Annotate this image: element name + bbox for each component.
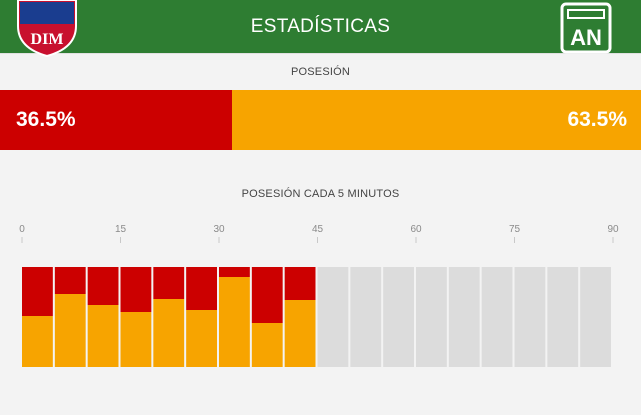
away-team-logo: AN [560, 2, 612, 54]
x-tick-label: 15 [115, 224, 127, 235]
chart-title: POSESIÓN CADA 5 MINUTOS [241, 188, 400, 200]
away-possession-segment: 63.5% [232, 90, 641, 150]
home-possession-bar [251, 267, 283, 323]
away-possession-bar [186, 310, 217, 367]
home-possession-bar [120, 267, 152, 312]
home-possession-bar [219, 267, 250, 277]
away-possession-bar [54, 294, 86, 367]
x-tick-label: 75 [509, 224, 521, 235]
home-possession-bar [153, 267, 185, 299]
away-possession-label: 63.5% [567, 108, 627, 131]
away-possession-bar [120, 312, 152, 367]
away-possession-bar [284, 300, 316, 367]
page-title: ESTADÍSTICAS [250, 16, 391, 37]
empty-interval-bar [547, 267, 579, 367]
empty-interval-bar [514, 267, 546, 367]
empty-interval-bar [448, 267, 480, 367]
empty-interval-bar [416, 267, 447, 367]
home-possession-bar [186, 267, 217, 310]
stats-header: DIM ESTADÍSTICAS AN [0, 0, 641, 58]
x-tick-label: 90 [607, 224, 619, 235]
possession-bar: 36.5% 63.5% [0, 90, 641, 150]
away-possession-bar [87, 305, 119, 367]
home-team-logo: DIM [17, 0, 77, 58]
home-possession-segment: 36.5% [0, 90, 232, 150]
empty-interval-bar [317, 267, 349, 367]
home-possession-bar [22, 267, 53, 316]
x-tick-label: 45 [312, 224, 324, 235]
away-possession-bar [219, 277, 250, 367]
empty-interval-bar [350, 267, 382, 367]
empty-interval-bar [383, 267, 414, 367]
home-possession-label: 36.5% [16, 108, 76, 131]
svg-text:DIM: DIM [31, 31, 64, 48]
away-possession-bar [22, 316, 53, 367]
possession-per-5-minutes-chart: 0 15 30 45 60 75 90 [19, 224, 619, 367]
x-tick-label: 0 [19, 224, 25, 235]
away-possession-bar [251, 323, 283, 367]
away-possession-bar [153, 299, 185, 367]
home-possession-bar [54, 267, 86, 294]
home-possession-bar [284, 267, 316, 300]
empty-interval-bar [481, 267, 513, 367]
x-tick-label: 30 [213, 224, 225, 235]
home-possession-bar [87, 267, 119, 305]
x-tick-label: 60 [410, 224, 422, 235]
svg-text:AN: AN [570, 25, 602, 50]
possession-title: POSESIÓN [290, 66, 351, 78]
empty-interval-bar [580, 267, 611, 367]
